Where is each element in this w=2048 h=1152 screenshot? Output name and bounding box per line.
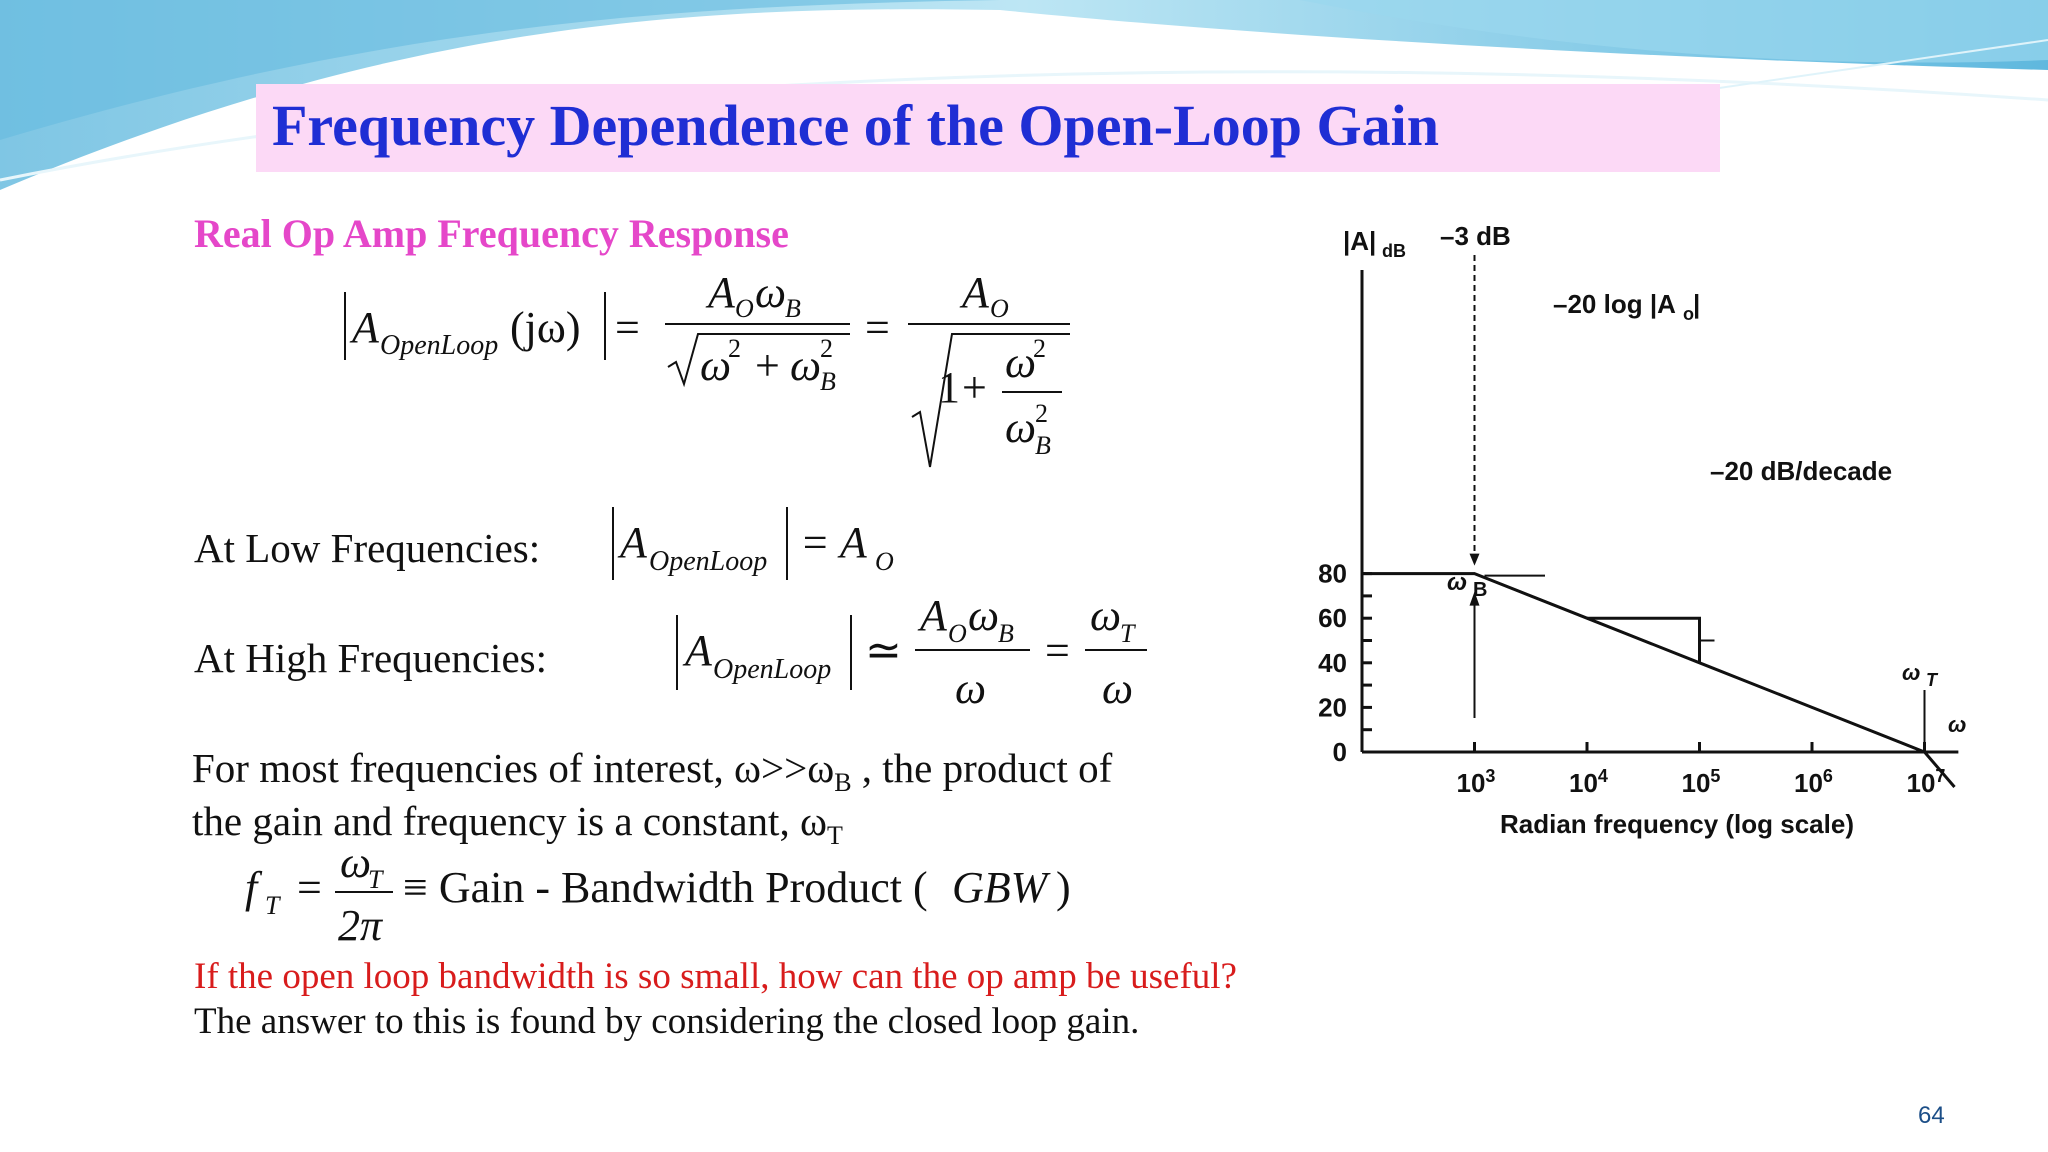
high-eq-num2-omega: ω [1090,591,1121,640]
eq-main-equals-1: = [615,303,640,352]
eq-main-jw: (jω) [510,303,581,352]
high-eq-equals: = [1045,626,1070,675]
high-eq-num2-sub-T: T [1120,619,1136,648]
low-eq-sub-O: O [875,547,894,576]
low-eq-rhs: = A [800,518,868,567]
low-eq-A: A [617,518,648,567]
eq-main-den2-den-sq: 2 [1035,399,1048,428]
interest-line-2a: the gain and frequency is a constant, ω [192,798,827,844]
gbw-equals: = [297,863,322,912]
bode-y-tick-label: 80 [1318,559,1347,589]
gbw-close: ) [1056,863,1071,912]
eq-main-num1-sub-B: B [785,294,801,323]
bode-xlabel: Radian frequency (log scale) [1500,809,1854,839]
eq-main-A: A [349,303,380,352]
bode-annot-omega-t: ω [1902,660,1920,685]
eq-main-den1-sq2: 2 [820,334,833,363]
high-eq-sub-openloop: OpenLoop [713,654,831,685]
eq-main-den1-plus: + [755,341,780,390]
interest-sub-T: T [826,821,843,851]
bode-series-line [1362,572,1926,754]
high-eq-num-sub-B: B [998,619,1014,648]
eq-main-num1-A: A [705,268,736,317]
eq-main-num1-sub-O: O [735,294,754,323]
bode-y-tick-label: 60 [1318,603,1347,633]
high-frequency-equation: A OpenLoop ≃ A O ω B ω = ω T ω [676,591,1147,713]
eq-main-den2-num-sq: 2 [1033,334,1046,363]
bode-annot-minus3db: –3 dB [1440,221,1511,251]
bode-omega-b-arrowhead [1469,591,1480,606]
interest-line-1a: For most frequencies of interest, ω>>ω [192,745,835,791]
bode-y-tick-label: 0 [1333,737,1347,767]
gbw-rhs: ≡ Gain - Bandwidth Product ( [403,863,928,912]
bode-annot-log-ao-end: | [1693,289,1700,319]
interest-line-1b: , the product of [851,745,1113,791]
gbw-sub-T: T [265,891,281,920]
answer-text: The answer to this is found by consideri… [194,1001,1140,1042]
eq-main-num2-sub-O: O [990,294,1009,323]
bode-annot-omega-b-sub: B [1473,579,1487,601]
title-bar [256,84,1720,172]
high-eq-A: A [682,626,713,675]
high-eq-den2-omega: ω [1102,664,1133,713]
high-eq-num-omega: ω [968,591,999,640]
eq-main-den2-plus: + [962,363,987,412]
bode-x-tick-label: 103 [1457,766,1496,798]
low-eq-sub-openloop: OpenLoop [649,546,767,577]
gbw-two-pi: 2π [338,901,384,950]
gbw-num-omega: ω [340,838,371,887]
page-number: 64 [1918,1102,1945,1129]
bode-x-tick-label: 104 [1569,766,1608,798]
question-text: If the open loop bandwidth is so small, … [194,956,1237,997]
eq-main-num2-A: A [959,268,990,317]
eq-main-den1-omegaB: ω [790,341,821,390]
bode-plot: |A| dB –3 dB –20 log |A o | –20 dB/decad… [1318,221,1966,839]
bode-series-line [1362,572,1925,754]
eq-main-den2-one: 1 [938,363,960,412]
eq-main-den1-omega: ω [700,341,731,390]
high-frequency-label: At High Frequencies: [194,635,547,681]
low-frequency-equation: A OpenLoop = A O [612,507,894,580]
gbw-f: f [245,863,263,912]
bode-annot-omega-b: ω [1447,569,1467,596]
eq-main-den2-den-omega: ω [1005,403,1036,452]
interest-sub-B: B [834,768,852,798]
bode-minus3db-arrowhead [1469,553,1480,566]
eq-main-den2-den-sub-B: B [1035,431,1051,460]
interest-line-1: For most frequencies of interest, ω>>ωB … [192,744,1112,798]
bode-annot-slope: –20 dB/decade [1710,456,1892,486]
high-eq-den-omega: ω [955,664,986,713]
bode-ylabel-sub: dB [1382,241,1406,261]
bode-x-tick-label: 105 [1682,766,1721,798]
high-eq-approx: ≃ [865,626,902,675]
eq-main-den2-num-omega: ω [1005,338,1036,387]
bode-annot-log-ao: –20 log |A [1553,289,1676,319]
gbw-abbrev: GBW [952,863,1051,912]
slide-title: Frequency Dependence of the Open-Loop Ga… [272,93,1439,158]
high-eq-num-sub-O: O [948,619,967,648]
bode-annot-log-ao-sub: o [1683,304,1694,324]
open-loop-gain-equation: A OpenLoop (jω) = A O ω B ω 2 + ω 2 B = … [344,268,1070,468]
bode-x-tick-label: 106 [1794,766,1833,798]
bode-y-tick-label: 40 [1318,648,1347,678]
bode-x-tick-label: 107 [1907,766,1946,798]
bode-line-extension [1923,751,1956,788]
gbw-equation: f T = ω T 2π ≡ Gain - Bandwidth Product … [245,838,1071,950]
eq-main-den1-sub-B: B [820,367,836,396]
bode-slope-triangle [1587,616,1701,663]
eq-main-num1-omega: ω [755,268,786,317]
eq-main-den1-sq: 2 [728,334,741,363]
low-frequency-label: At Low Frequencies: [194,525,541,571]
bode-annot-omega-t-sub: T [1926,670,1939,690]
gbw-num-sub-T: T [368,865,384,894]
bode-ylabel: |A| [1343,226,1376,256]
interest-line-2: the gain and frequency is a constant, ωT [192,797,843,851]
high-eq-num-A: A [917,591,948,640]
bode-y-tick-label: 20 [1318,692,1347,722]
bode-annot-omega-axis: ω [1948,712,1966,737]
slide-subtitle: Real Op Amp Frequency Response [194,211,789,256]
eq-main-sub-openloop: OpenLoop [380,330,498,361]
eq-main-equals-2: = [865,303,890,352]
